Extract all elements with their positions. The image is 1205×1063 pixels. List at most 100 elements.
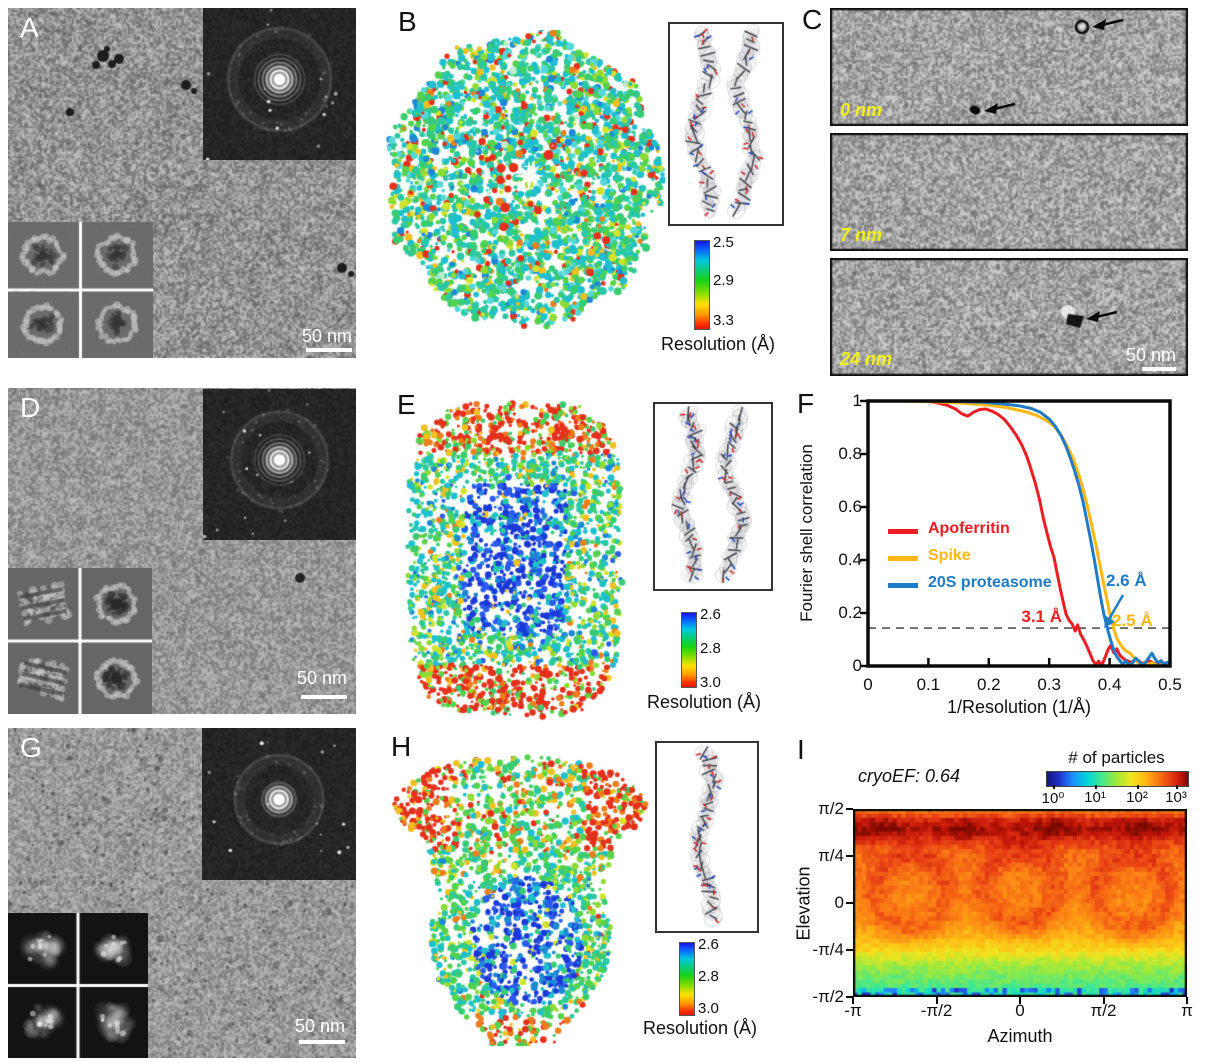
arrow-annotation-icon bbox=[1086, 310, 1118, 322]
heatmap-x-tick-label: 0 bbox=[1015, 1001, 1025, 1020]
fsc-y-tick-label: 0.4 bbox=[838, 550, 862, 569]
fsc-x-tick-label: 0.4 bbox=[1097, 675, 1122, 694]
colorbar-decade-tick bbox=[1176, 785, 1178, 789]
particles-colorbar bbox=[1046, 771, 1189, 787]
arrow-annotation-icon bbox=[984, 102, 1016, 114]
slice-depth-label: 7 nm bbox=[840, 225, 883, 245]
fsc-plot-border bbox=[866, 399, 1172, 668]
cryoef-score: cryoEF: 0.64 bbox=[858, 766, 961, 786]
panel-e-colorbar-title: Resolution (Å) bbox=[646, 692, 762, 712]
fsc-y-tick-label: 0.6 bbox=[838, 497, 862, 516]
colorbar-tick: 2.5 bbox=[713, 234, 734, 251]
panel-e-model-canvas bbox=[655, 404, 767, 585]
arrow-annotation-icon bbox=[1092, 18, 1124, 30]
panel-e-colorbar bbox=[681, 612, 697, 688]
heatmap-x-tick-label: -π bbox=[844, 1001, 862, 1020]
panel-f-label: F bbox=[797, 388, 815, 419]
panel-e-model-inset bbox=[653, 402, 773, 591]
legend-swatch-spike bbox=[888, 556, 918, 561]
fsc-plot bbox=[860, 399, 1172, 668]
colorbar-tick: 10² bbox=[1126, 789, 1148, 806]
panel-c-label: C bbox=[802, 4, 823, 35]
panel-h-colorbar-title: Resolution (Å) bbox=[642, 1018, 758, 1038]
colorbar-tick: 2.6 bbox=[700, 606, 721, 623]
resolution-annotation-20s: 2.6 Å bbox=[1106, 571, 1147, 590]
panel-a-scale-bar-label: 50 nm bbox=[301, 326, 352, 346]
panel-c-scale-bar bbox=[1142, 367, 1176, 371]
fsc-x-tick-label: 0.3 bbox=[1037, 675, 1061, 694]
panel-h-colorbar bbox=[679, 942, 695, 1016]
fsc-x-tick-label: 0.5 bbox=[1158, 675, 1182, 694]
fsc-x-tick-label: 0 bbox=[863, 675, 873, 694]
panel-c-tomogram-slice-3 bbox=[830, 258, 1188, 376]
resolution-annotation-spike: 2.5 Å bbox=[1112, 611, 1153, 630]
panel-g-diffraction-inset bbox=[202, 728, 356, 880]
panel-a-diffraction-inset bbox=[203, 8, 356, 160]
slice-depth-label: 24 nm bbox=[840, 349, 893, 369]
colorbar-tick: 3.0 bbox=[700, 674, 721, 691]
legend-label-apoferritin: Apoferritin bbox=[928, 520, 1010, 537]
legend-label-spike: Spike bbox=[928, 547, 971, 564]
fsc-y-tick-label: 0.8 bbox=[838, 444, 862, 463]
legend-label-20s-proteasome: 20S proteasome bbox=[928, 574, 1052, 591]
panel-g-scale-bar bbox=[299, 1040, 345, 1044]
fsc-x-axis-title: 1/Resolution (1/Å) bbox=[946, 697, 1092, 717]
fsc-curve-apoferritin bbox=[866, 399, 1172, 667]
annotation-arrow bbox=[1106, 594, 1125, 622]
heatmap-y-tick-label: -π/2 bbox=[812, 987, 844, 1006]
panel-a-scale-bar bbox=[306, 348, 352, 352]
colorbar-tick: 3.0 bbox=[698, 1000, 719, 1017]
particles-colorbar-title: # of particles bbox=[1068, 748, 1165, 767]
fsc-y-tick-label: 0.2 bbox=[838, 603, 862, 622]
heatmap-x-tick-label: -π/2 bbox=[920, 1001, 953, 1020]
panel-d-diffraction-inset bbox=[203, 389, 356, 540]
fsc-curve-20s-proteasome bbox=[866, 399, 1172, 667]
heatmap-x-tick-label: π bbox=[1181, 1001, 1193, 1020]
panel-b-density-map bbox=[385, 30, 665, 330]
panel-h-model-inset bbox=[655, 741, 759, 933]
panel-d-scale-bar-label: 50 nm bbox=[296, 668, 347, 688]
colorbar-tick: 3.3 bbox=[713, 312, 734, 329]
colorbar-decade-tick bbox=[1053, 785, 1055, 789]
fsc-x-tick-label: 0.2 bbox=[976, 675, 1001, 694]
colorbar-tick: 2.8 bbox=[698, 968, 719, 985]
panel-h-model-canvas bbox=[657, 743, 753, 927]
panel-b-model-canvas bbox=[670, 24, 778, 220]
legend-swatch-20s-proteasome bbox=[888, 583, 918, 588]
fsc-y-tick-label: 1 bbox=[852, 391, 862, 410]
panel-b-colorbar-title: Resolution (Å) bbox=[660, 334, 776, 354]
heatmap-x-tick bbox=[935, 997, 938, 1004]
heatmap-x-tick bbox=[852, 997, 854, 1004]
panel-c-tomogram-slice-2 bbox=[830, 133, 1188, 251]
colorbar-tick: 2.8 bbox=[700, 640, 721, 657]
heatmap-y-tick-label: π/2 bbox=[818, 799, 844, 818]
heatmap-x-tick bbox=[1186, 997, 1188, 1004]
heatmap-x-tick bbox=[1102, 997, 1105, 1004]
panel-b-label: B bbox=[398, 6, 417, 37]
orientation-heatmap bbox=[853, 809, 1187, 997]
heatmap-x-axis-title: Azimuth bbox=[987, 1026, 1053, 1046]
colorbar-tick: 2.6 bbox=[698, 936, 719, 953]
heatmap-y-tick bbox=[846, 855, 853, 857]
legend-swatch-apoferritin bbox=[888, 529, 918, 534]
panel-a-label: A bbox=[20, 12, 39, 43]
panel-b-colorbar bbox=[694, 240, 710, 330]
heatmap-y-tick bbox=[846, 902, 853, 904]
heatmap-y-tick-label: -π/4 bbox=[812, 940, 844, 959]
fsc-y-tick-label: 0 bbox=[852, 656, 862, 675]
slice-depth-label: 0 nm bbox=[840, 100, 883, 120]
colorbar-decade-tick bbox=[1095, 785, 1097, 789]
resolution-annotation-apoferritin: 3.1 Å bbox=[1021, 607, 1062, 626]
fsc-x-tick-label: 0.1 bbox=[916, 675, 941, 694]
colorbar-tick: 10⁰ bbox=[1041, 790, 1065, 807]
heatmap-y-tick bbox=[846, 996, 853, 998]
annotation-arrow-head bbox=[1104, 616, 1115, 628]
colorbar-tick: 10¹ bbox=[1084, 789, 1106, 806]
panel-b-model-inset bbox=[668, 22, 784, 226]
panel-h-density-map bbox=[390, 740, 650, 1046]
panel-c-scale-bar-label: 50 nm bbox=[1125, 345, 1176, 365]
heatmap-y-tick bbox=[846, 808, 853, 810]
panel-d-label: D bbox=[20, 392, 41, 423]
heatmap-y-tick-label: 0 bbox=[834, 893, 844, 912]
panel-e-density-map bbox=[400, 396, 630, 722]
